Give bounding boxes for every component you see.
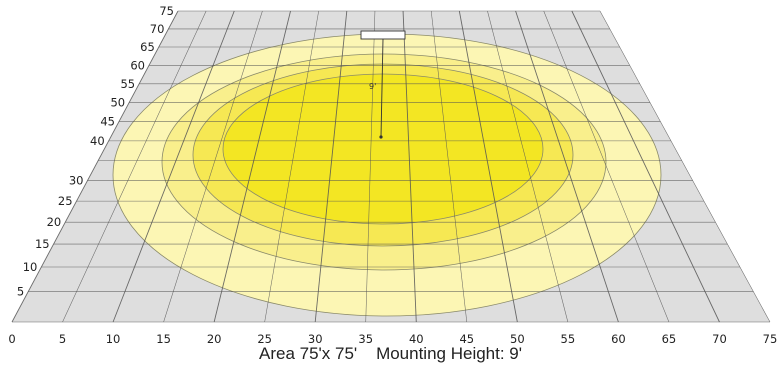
y-tick-label: 60 bbox=[130, 58, 145, 72]
y-tick-label: 15 bbox=[35, 237, 50, 251]
x-tick-label: 25 bbox=[257, 332, 272, 346]
grid-line-x bbox=[458, 10, 518, 323]
y-tick-label: 20 bbox=[47, 215, 62, 229]
y-axis-ticks: 5 10 15 20 25 30 40 45 50 55 60 65 70 75 bbox=[17, 4, 174, 299]
y-tick-label: 50 bbox=[110, 96, 125, 110]
illuminance-contours bbox=[112, 33, 662, 317]
fixture-box bbox=[360, 30, 406, 40]
x-tick-label: 35 bbox=[358, 332, 373, 346]
mounting-height-label: Mounting Height: 9' bbox=[376, 344, 523, 363]
x-tick-label: 30 bbox=[308, 332, 323, 346]
grid-line-x bbox=[62, 10, 207, 323]
grid-line-x bbox=[213, 10, 291, 323]
grid-line-x bbox=[163, 10, 263, 323]
x-tick-label: 60 bbox=[611, 332, 626, 346]
x-axis-ticks: 0 5 10 15 20 25 30 35 40 45 50 55 60 65 70 75 bbox=[8, 332, 777, 346]
x-tick-label: 10 bbox=[106, 332, 121, 346]
x-tick-label: 40 bbox=[409, 332, 424, 346]
y-tick-label: 30 bbox=[69, 174, 84, 188]
diagram-caption: Area 75'x 75' Mounting Height: 9' bbox=[0, 344, 781, 364]
grid-line-x bbox=[365, 10, 376, 323]
grid-line-x bbox=[487, 10, 569, 323]
x-tick-label: 65 bbox=[662, 332, 677, 346]
y-tick-label: 65 bbox=[140, 40, 155, 54]
x-tick-label: 75 bbox=[763, 332, 778, 346]
grid-line-x bbox=[543, 10, 670, 323]
y-tick-label: 10 bbox=[23, 260, 38, 274]
y-tick-label: 45 bbox=[100, 115, 115, 129]
x-tick-label: 70 bbox=[712, 332, 727, 346]
grid-line-x bbox=[264, 10, 319, 323]
x-tick-label: 20 bbox=[207, 332, 222, 346]
contour-ring-4 bbox=[222, 73, 544, 225]
floor-grid bbox=[11, 10, 771, 323]
x-tick-label: 5 bbox=[59, 332, 66, 346]
grid-line-x bbox=[402, 10, 417, 323]
x-tick-label: 45 bbox=[459, 332, 474, 346]
grid-line-x bbox=[11, 10, 179, 323]
height-marker-label: 9' bbox=[369, 82, 376, 91]
y-tick-label: 75 bbox=[159, 4, 174, 18]
grid-line-x bbox=[430, 10, 468, 323]
light-fixture: 9' bbox=[360, 30, 406, 139]
grid-line-x bbox=[515, 10, 619, 323]
y-tick-label: 55 bbox=[120, 77, 135, 91]
fixture-drop-line bbox=[380, 38, 384, 138]
grid-line-x bbox=[571, 10, 720, 323]
y-tick-label: 5 bbox=[17, 285, 24, 299]
x-tick-label: 55 bbox=[561, 332, 576, 346]
x-tick-label: 15 bbox=[156, 332, 171, 346]
grid-line-x bbox=[112, 10, 235, 323]
y-tick-label: 40 bbox=[90, 134, 105, 148]
area-label: Area 75'x 75' bbox=[258, 344, 358, 363]
x-tick-label: 0 bbox=[8, 332, 15, 346]
fixture-nadir-point bbox=[379, 135, 383, 139]
y-tick-label: 70 bbox=[150, 22, 165, 36]
grid-line-x bbox=[314, 10, 348, 323]
grid-line-x bbox=[599, 10, 771, 323]
x-tick-label: 50 bbox=[510, 332, 525, 346]
y-tick-label: 25 bbox=[58, 194, 73, 208]
